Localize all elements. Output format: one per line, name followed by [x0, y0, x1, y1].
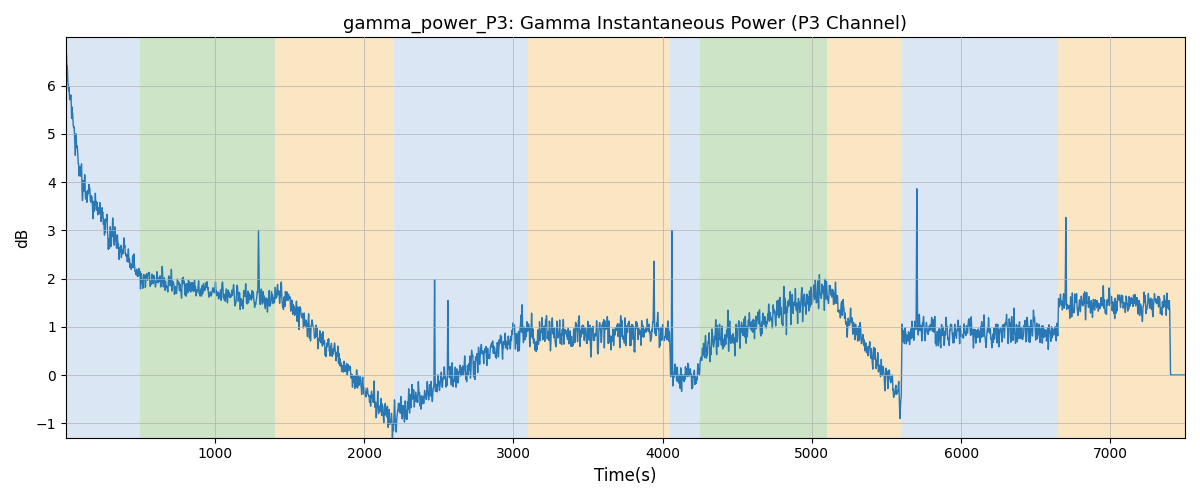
Bar [700, 38, 827, 438]
Bar [66, 38, 140, 438]
Bar [827, 38, 901, 438]
Bar [901, 38, 1058, 438]
Bar [1058, 38, 1186, 438]
Bar [528, 38, 670, 438]
Bar [275, 38, 394, 438]
Title: gamma_power_P3: Gamma Instantaneous Power (P3 Channel): gamma_power_P3: Gamma Instantaneous Powe… [343, 15, 907, 34]
Bar [670, 38, 700, 438]
X-axis label: Time(s): Time(s) [594, 467, 656, 485]
Bar [394, 38, 528, 438]
Y-axis label: dB: dB [16, 228, 30, 248]
Bar [140, 38, 275, 438]
